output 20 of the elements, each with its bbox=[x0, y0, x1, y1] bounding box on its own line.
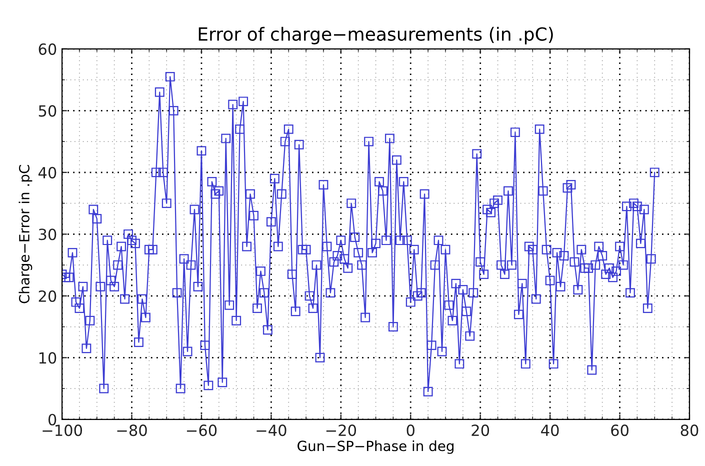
x-tick-label: 40 bbox=[541, 424, 559, 436]
y-tick-label: 50 bbox=[38, 105, 56, 117]
x-axis-title: Gun−SP−Phase in deg bbox=[298, 440, 454, 454]
y-tick-label: 20 bbox=[38, 290, 56, 302]
x-tick-label: −20 bbox=[326, 424, 356, 436]
x-tick-label: 60 bbox=[611, 424, 628, 436]
x-tick-label: −40 bbox=[256, 424, 286, 436]
x-tick-label: −80 bbox=[117, 424, 147, 436]
x-tick-label: 80 bbox=[680, 424, 698, 436]
y-tick-label: 0 bbox=[48, 414, 56, 426]
y-tick-label: 30 bbox=[38, 228, 56, 240]
y-axis-title: Charge−Error in .pC bbox=[18, 165, 32, 304]
x-tick-label: −60 bbox=[186, 424, 217, 436]
x-tick-label: −100 bbox=[42, 424, 82, 436]
y-tick-label: 40 bbox=[38, 166, 56, 178]
y-tick-label: 10 bbox=[39, 352, 56, 364]
y-tick-label: 60 bbox=[38, 43, 56, 55]
x-tick-label: 20 bbox=[472, 424, 490, 436]
chart-title: Error of charge−measurements (in .pC) bbox=[198, 26, 553, 44]
x-tick-label: 0 bbox=[406, 424, 414, 436]
